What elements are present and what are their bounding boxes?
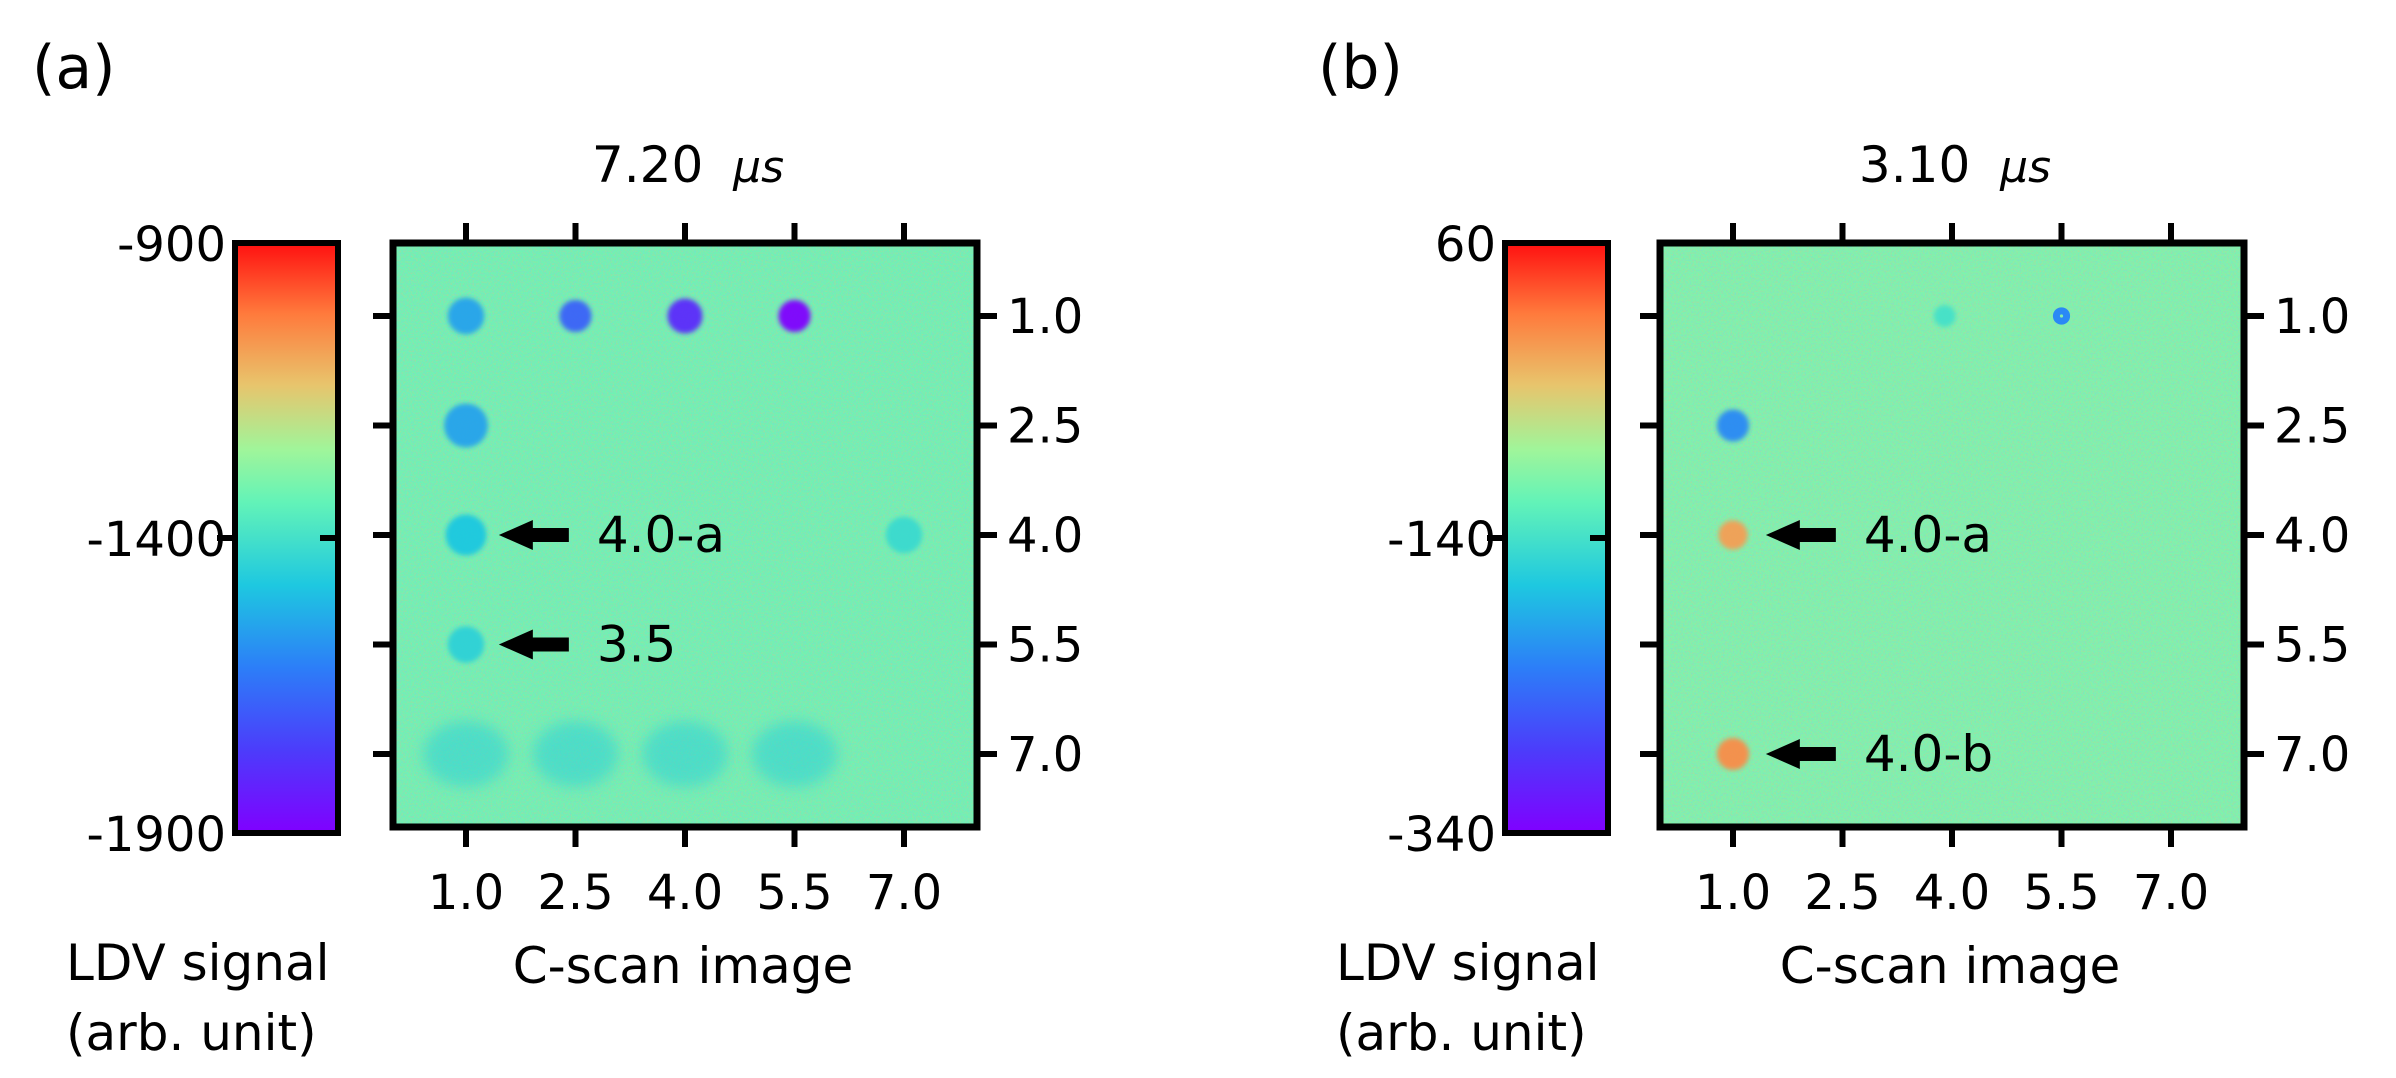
defect-spot	[1718, 520, 1748, 550]
annotation-label: 3.5	[597, 616, 677, 674]
colorbar-mid-label: -1400	[87, 512, 226, 568]
x-tick-label: 4.0	[647, 865, 723, 921]
annotation-label: 4.0-a	[597, 506, 725, 564]
defect-spot	[447, 626, 485, 663]
x-tick-label: 7.0	[866, 865, 942, 921]
defect-spot	[667, 298, 703, 334]
defect-spot	[559, 299, 592, 333]
y-tick-label: 2.5	[2274, 399, 2350, 455]
panel-b: (b) 3.10 μs 60 -140 -340 LDV signal (arb…	[1318, 33, 2350, 1062]
colorbar-label-line2: (arb. unit)	[66, 1004, 317, 1062]
defect-spot	[642, 721, 728, 787]
colorbar-max-label: 60	[1435, 217, 1496, 273]
colorbar-label-line1: LDV signal	[66, 934, 329, 992]
x-tick-label: 7.0	[2133, 865, 2209, 921]
time-unit: μs	[732, 142, 784, 193]
y-tick-label: 1.0	[1007, 289, 1083, 345]
y-tick-label: 1.0	[2274, 289, 2350, 345]
x-tick-label: 1.0	[428, 865, 504, 921]
defect-spot	[885, 516, 923, 554]
colorbar-min-label: -1900	[87, 807, 226, 863]
x-tick-label: 5.5	[756, 865, 832, 921]
defect-spot	[1716, 409, 1750, 442]
defect-spot	[1716, 737, 1750, 771]
defect-spot	[532, 721, 619, 787]
defect-spot	[445, 514, 487, 556]
x-tick-label: 5.5	[2023, 865, 2099, 921]
x-tick-label: 2.5	[537, 865, 613, 921]
colorbar-label-line1: LDV signal	[1336, 934, 1599, 992]
colorbar-max-label: -900	[117, 217, 226, 273]
heatmap-noise	[1660, 243, 2244, 827]
time-value: 7.20	[592, 136, 703, 194]
colorbar-label-line2: (arb. unit)	[1336, 1004, 1587, 1062]
annotation-label: 4.0-b	[1864, 725, 1993, 783]
annotation-arrow	[1765, 520, 1836, 550]
heatmap-image	[393, 243, 977, 827]
time-unit: μs	[1999, 142, 2051, 193]
defect-ring	[2052, 307, 2071, 325]
x-tick-label: 1.0	[1695, 865, 1771, 921]
defect-spot	[423, 721, 509, 787]
y-tick-label: 5.5	[2274, 618, 2350, 674]
panel-label: (b)	[1318, 33, 1403, 103]
y-tick-label: 4.0	[1007, 508, 1083, 564]
colorbar-mid-label: -140	[1387, 512, 1496, 568]
heatmap-image	[1660, 243, 2244, 827]
x-axis-label: C-scan image	[1780, 937, 2120, 995]
annotation-arrow	[498, 520, 569, 550]
heatmap-plot: 1.0 1.0 2.5 2.5 4.0 4.0 5.5 5.5 7.0 7.0 4.0-a 3.5	[373, 223, 1083, 921]
heatmap-plot: 1.0 1.0 2.5 2.5 4.0 4.0 5.5 5.5 7.0 7.0 4.0-a 4.0-b	[1640, 223, 2350, 921]
y-tick-label: 7.0	[2274, 727, 2350, 783]
panel-a: (a) 7.20 μs -900 -1400 -1900 LDV signal …	[32, 33, 1083, 1062]
x-tick-label: 4.0	[1914, 865, 1990, 921]
annotation-arrow	[498, 629, 569, 660]
y-tick-label: 7.0	[1007, 727, 1083, 783]
time-value: 3.10	[1859, 136, 1970, 194]
defect-spot	[1933, 305, 1956, 327]
y-tick-label: 5.5	[1007, 618, 1083, 674]
defect-spot	[778, 299, 811, 333]
annotation-arrow	[1765, 739, 1836, 769]
colorbar-min-label: -340	[1387, 807, 1496, 863]
defect-spot	[444, 403, 488, 448]
y-tick-label: 2.5	[1007, 399, 1083, 455]
x-tick-label: 2.5	[1804, 865, 1880, 921]
y-tick-label: 4.0	[2274, 508, 2350, 564]
time-title: 3.10 μs	[1859, 136, 2051, 194]
time-title: 7.20 μs	[592, 136, 784, 194]
x-axis-label: C-scan image	[513, 937, 853, 995]
panel-label: (a)	[32, 33, 116, 103]
defect-spot	[751, 721, 838, 787]
defect-spot	[447, 297, 485, 335]
annotation-label: 4.0-a	[1864, 506, 1992, 564]
